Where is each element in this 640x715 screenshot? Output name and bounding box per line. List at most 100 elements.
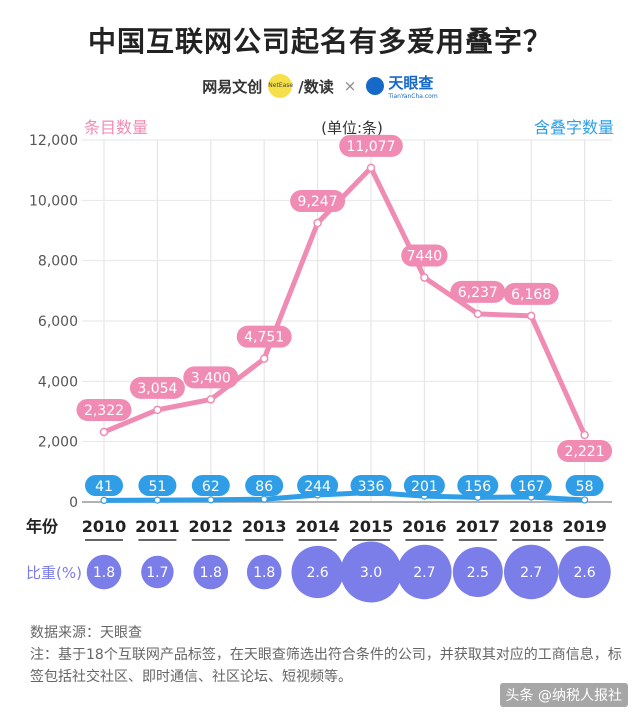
y-tick-label: 12,000 [29,133,78,149]
ratio-value: 1.8 [93,565,115,581]
reduplicated-label-bg [191,475,230,496]
footer: 数据来源：天眼查 注：基于18个互联网产品标签，在天眼查筛选出符合条件的公司，并… [30,622,630,688]
total-data-label: 6,237 [458,285,498,301]
source-note: 数据来源：天眼查 [30,625,142,641]
reduplicated-label-bg [457,475,499,496]
total-data-label: 6,168 [511,287,551,303]
ratio-value: 2.5 [467,565,489,581]
ratio-circle [141,555,174,589]
x-axis-label: 年份 [26,517,59,536]
total-point [99,427,109,437]
y-tick-label: 4,000 [38,374,78,390]
reduplicated-data-label: 201 [411,479,438,495]
reduplicated-label-bg [297,475,339,496]
reduplicated-data-label: 244 [304,479,331,495]
reduplicated-data-label: 51 [148,479,166,495]
x-tick-label: 2018 [509,517,554,536]
reduplicated-label-bg [510,475,552,496]
total-point [526,311,536,321]
total-data-label: 2,322 [84,403,124,419]
reduplicated-data-label: 58 [576,479,594,495]
netease-logo: 网易文创 [202,77,263,96]
total-label-bg [401,244,448,267]
total-data-label: 11,077 [347,139,396,155]
total-point [206,395,216,404]
x-tick-label: 2019 [562,517,607,536]
reduplicated-label-bg [350,475,392,496]
total-label-bg [76,398,132,421]
y-tick-label: 6,000 [38,314,78,330]
ratio-value: 2.7 [520,565,542,581]
ratio-label: 比重(%) [26,564,82,582]
x-tick-label: 2017 [456,517,501,536]
total-point [366,163,376,173]
series-line-reduplicated [103,490,585,503]
reduplicated-label-bg [138,475,177,496]
total-point [420,273,429,282]
total-data-label: 3,054 [137,381,177,397]
shudu-logo: /数读 [298,77,334,96]
total-point [313,218,322,228]
ratio-value: 3.0 [360,565,382,581]
total-data-label: 4,751 [244,330,284,346]
y-tick-label: 8,000 [38,254,78,270]
reduplicated-point [153,496,161,504]
y-tick-label: 10,000 [29,193,78,209]
reduplicated-label-bg [245,475,284,496]
y-tick-label: 2,000 [38,435,78,451]
x-tick-label: 2011 [135,517,180,536]
ratio-circle [291,545,344,599]
series-line-total [103,165,587,437]
x-tick-label: 2015 [349,517,394,536]
ratio-circle [558,545,611,599]
x-tick-label: 2013 [242,517,287,536]
reduplicated-data-label: 336 [358,479,385,495]
x-tick-label: 2010 [82,517,127,536]
reduplicated-point [580,496,589,504]
ratio-circle [246,554,282,590]
right-series-label: 含叠字数量 [534,118,614,137]
reduplicated-label-bg [403,475,445,496]
reduplicated-data-label: 167 [518,479,545,495]
ratio-value: 1.8 [200,565,222,581]
reduplicated-data-label: 156 [464,479,491,495]
tianyancha-logo: 天眼查 TianYanCha.com [366,72,438,100]
reduplicated-label-bg [85,475,123,496]
total-data-label: 3,400 [191,370,231,386]
total-point [473,309,483,319]
x-tick-label: 2014 [295,517,340,536]
ratio-value: 1.8 [253,565,275,581]
ratio-circle [193,554,229,590]
total-point [580,430,589,440]
total-label-bg [450,280,506,303]
page-title: 中国互联网公司起名有多爱用叠字？ [87,25,552,58]
reduplicated-data-label: 41 [95,479,113,495]
reduplicated-label-bg [565,475,604,496]
reduplicated-point [100,496,108,505]
ratio-value: 1.7 [146,565,168,581]
ratio-circle [452,547,503,597]
ratio-value: 2.7 [413,565,435,581]
x-tick-label: 2012 [189,517,234,536]
footnote: 注：基于18个互联网产品标签，在天眼查筛选出符合条件的公司，并获取其对应的工商信… [30,647,622,685]
total-label-bg [183,366,239,389]
x-tick-label: 2016 [402,517,447,536]
total-label-bg [503,282,559,305]
logo-bar: 网易文创 NetEase /数读 × 天眼查 TianYanCha.com [0,72,640,100]
watermark: 头条 @纳税人报社 [499,683,628,707]
times-sign: × [343,77,357,95]
total-data-label: 9,247 [298,194,338,210]
ratio-circle [86,554,122,590]
total-label-bg [290,190,346,213]
total-label-bg [557,439,613,462]
total-point [153,405,162,415]
total-label-bg [129,376,185,399]
total-point [259,354,269,363]
netease-badge-icon: NetEase [268,74,293,98]
reduplicated-data-label: 86 [255,479,273,495]
reduplicated-point [260,495,268,503]
y-tick-label: 0 [69,495,78,511]
ratio-value: 2.6 [306,565,328,581]
total-data-label: 7440 [407,249,443,265]
